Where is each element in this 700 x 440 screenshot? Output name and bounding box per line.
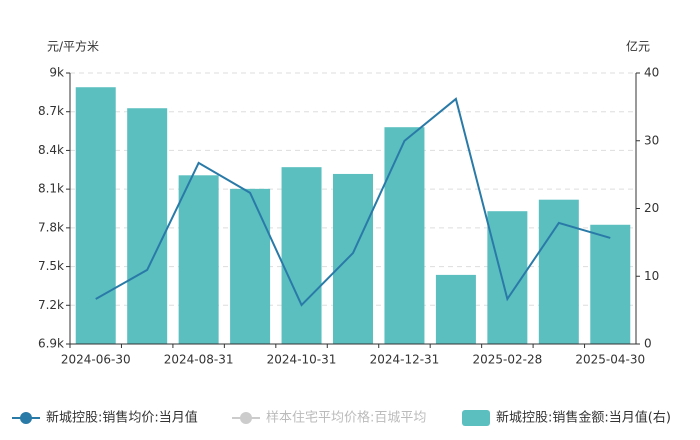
y-axis-title: 元/平方米 — [47, 39, 99, 54]
x-tick-label: 2024-06-30 — [61, 353, 131, 367]
bar — [590, 224, 631, 344]
legend-item[interactable]: 样本住宅平均价格:百城平均 — [232, 410, 426, 426]
x-tick-label: 2024-12-31 — [370, 353, 440, 367]
x-tick-label: 2025-02-28 — [472, 353, 542, 367]
legend-item[interactable]: 新城控股:销售金额:当月值(右) — [462, 410, 671, 427]
y-tick-label: 7.8k — [38, 220, 64, 234]
bar — [75, 87, 116, 344]
legend-item[interactable]: 新城控股:销售均价:当月值 — [12, 410, 198, 426]
bar — [281, 167, 322, 344]
x-tick-label: 2024-10-31 — [267, 353, 337, 367]
y-tick-label: 9k — [49, 66, 64, 80]
y-tick-label: 8.7k — [38, 104, 64, 118]
line — [95, 97, 611, 307]
y2-tick-label: 40 — [644, 66, 659, 80]
y-tick-label: 8.1k — [38, 182, 64, 196]
bar — [178, 175, 219, 344]
legend-label: 样本住宅平均价格:百城平均 — [266, 410, 426, 426]
bar — [230, 188, 271, 344]
y-tick-label: 8.4k — [38, 143, 64, 157]
y-tick-label: 7.5k — [38, 259, 64, 273]
legend: 新城控股:销售均价:当月值 样本住宅平均价格:百城平均 新城控股:销售金额:当月值(… — [12, 410, 671, 427]
y2-tick-label: 10 — [644, 269, 659, 283]
legend-swatch — [240, 412, 252, 424]
y2-tick-label: 0 — [644, 337, 652, 351]
bar — [127, 108, 168, 344]
y2-axis-title: 亿元 — [626, 39, 650, 54]
x-tick-label: 2025-04-30 — [575, 353, 645, 367]
legend-label: 新城控股:销售金额:当月值(右) — [496, 410, 671, 426]
bar — [384, 127, 425, 344]
bar — [333, 173, 373, 344]
legend-swatch — [462, 410, 490, 426]
legend-label: 新城控股:销售均价:当月值 — [46, 410, 198, 426]
y-tick-label: 6.9k — [38, 337, 64, 351]
y2-tick-label: 20 — [644, 201, 659, 215]
y2-tick-label: 30 — [644, 133, 659, 147]
bar — [538, 199, 579, 344]
legend-swatch — [20, 412, 32, 424]
bar — [435, 274, 476, 344]
x-tick-label: 2024-08-31 — [164, 353, 234, 367]
y-tick-label: 7.2k — [38, 298, 64, 312]
